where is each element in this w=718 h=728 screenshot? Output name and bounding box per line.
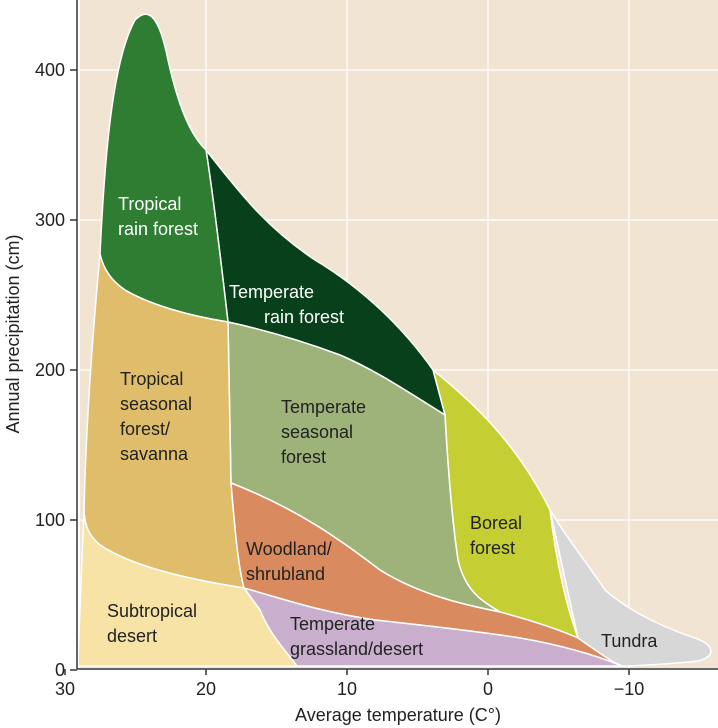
- x-axis-title: Average temperature (C°): [295, 705, 501, 725]
- x-tick-label: 30: [55, 679, 75, 699]
- x-tick-label: 10: [337, 679, 357, 699]
- y-tick-label: 300: [35, 210, 65, 230]
- label-line: Tropical: [120, 369, 183, 389]
- label-temperate-grassland-desert: Temperate grassland/desert: [290, 614, 423, 659]
- label-temperate-rain-forest: Temperate rain forest: [229, 282, 344, 327]
- label-line: Tundra: [601, 631, 658, 651]
- y-tick-label: 200: [35, 360, 65, 380]
- label-line: grassland/desert: [290, 639, 423, 659]
- label-temperate-seasonal-forest: Temperate seasonal forest: [281, 397, 371, 467]
- label-line: Tropical: [118, 194, 181, 214]
- label-line: Woodland/: [246, 539, 332, 559]
- label-line: seasonal: [120, 394, 192, 414]
- label-line: Subtropical: [107, 601, 197, 621]
- label-line: Boreal: [470, 513, 522, 533]
- x-tick-label: 0: [483, 679, 493, 699]
- label-subtropical-desert: Subtropical desert: [107, 601, 202, 646]
- axes: [76, 0, 718, 670]
- label-tropical-rain-forest: Tropical rain forest: [118, 194, 198, 239]
- label-boreal-forest: Boreal forest: [470, 513, 527, 558]
- y-tick-label: 400: [35, 60, 65, 80]
- label-line: forest/: [120, 419, 170, 439]
- label-tropical-seasonal-forest-savanna: Tropical seasonal forest/ savanna: [120, 369, 197, 464]
- label-line: shrubland: [246, 564, 325, 584]
- y-tick-label: 100: [35, 510, 65, 530]
- x-tick-label: 20: [196, 679, 216, 699]
- label-line: Temperate: [281, 397, 366, 417]
- y-tick-label: 0: [55, 660, 65, 680]
- label-line: forest: [281, 447, 326, 467]
- x-tick-label: −10: [614, 679, 645, 699]
- y-axis-title: Annual precipitation (cm): [3, 234, 23, 433]
- label-line: Temperate: [290, 614, 375, 634]
- label-line: desert: [107, 626, 157, 646]
- label-tundra: Tundra: [601, 631, 658, 651]
- region-subtropical-desert: [77, 511, 298, 667]
- label-line: rain forest: [118, 219, 198, 239]
- label-woodland-shrubland: Woodland/ shrubland: [246, 539, 337, 584]
- label-line: seasonal: [281, 422, 353, 442]
- label-line: Temperate: [229, 282, 314, 302]
- label-line: forest: [470, 538, 515, 558]
- label-line: savanna: [120, 444, 189, 464]
- label-line: rain forest: [264, 307, 344, 327]
